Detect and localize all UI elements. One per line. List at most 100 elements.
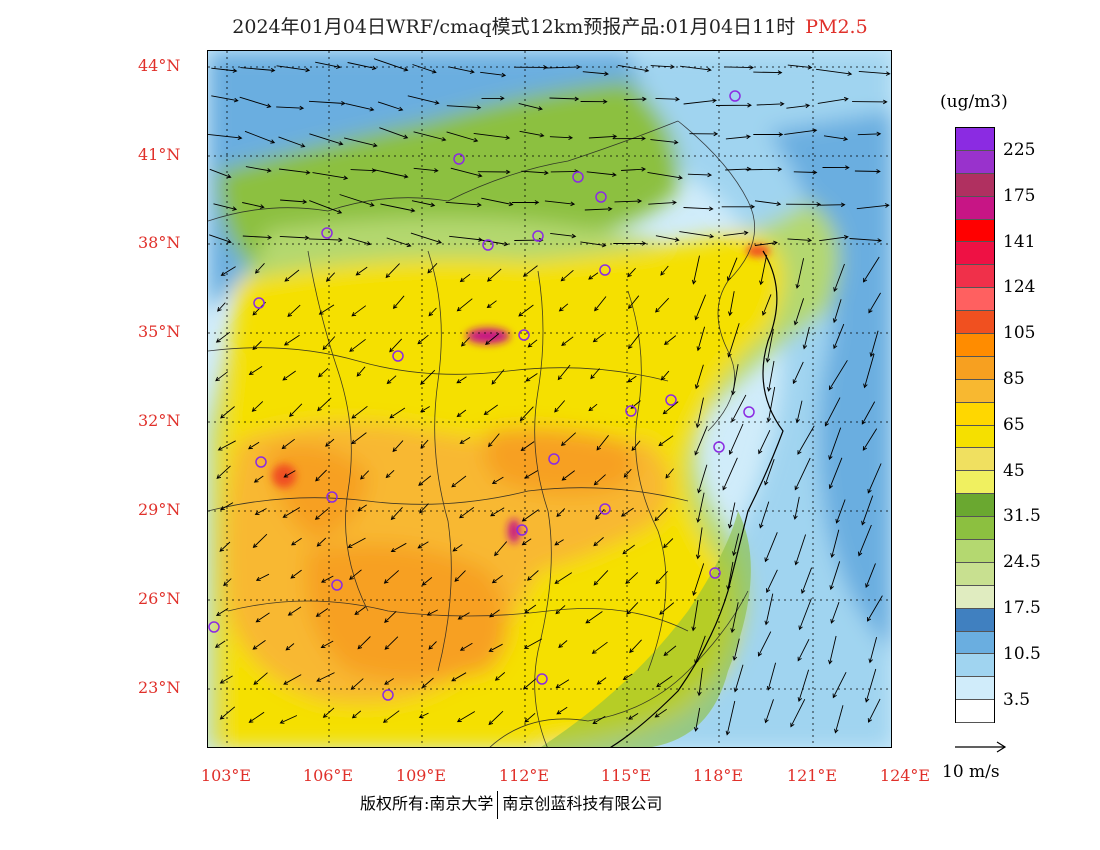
wind-arrow-icon (834, 705, 844, 734)
wind-arrow-icon (523, 638, 543, 649)
wind-arrow-icon (253, 672, 268, 685)
wind-arrow-icon (446, 105, 482, 110)
wind-arrow-icon (386, 237, 412, 248)
wind-arrow-icon (382, 710, 400, 723)
wind-arrow-icon (697, 464, 708, 494)
wind-arrow-icon (351, 710, 362, 719)
wind-arrow-icon (284, 269, 300, 282)
wind-arrow-icon (731, 394, 747, 423)
wind-arrow-icon (384, 636, 399, 650)
wind-arrow-icon (692, 563, 705, 597)
wind-arrow-icon (343, 137, 378, 148)
wind-arrow-icon (219, 541, 231, 552)
wind-arrow-icon (454, 570, 466, 582)
wind-arrow-icon (457, 612, 470, 620)
wind-arrow-icon (793, 298, 805, 326)
wind-arrow-icon (721, 204, 756, 209)
wind-arrow-icon (620, 507, 634, 517)
wind-arrow-icon (800, 567, 813, 594)
wind-arrow-icon (223, 578, 232, 587)
wind-arrow-icon (787, 237, 813, 243)
wind-arrow-icon (380, 203, 416, 213)
wind-arrow-icon (696, 492, 705, 523)
wind-arrow-icon (650, 64, 675, 70)
wind-arrow-icon (861, 401, 876, 425)
wind-arrow-icon (522, 678, 537, 690)
wind-arrow-icon (625, 572, 639, 585)
wind-arrow-icon (253, 475, 264, 483)
wind-arrow-icon (622, 673, 633, 681)
wind-arrow-icon (802, 326, 810, 350)
colorbar-swatch (956, 219, 994, 243)
colorbar-label: 10.5 (1003, 643, 1041, 664)
city-marker (625, 405, 637, 417)
lon-label: 118°E (692, 766, 744, 785)
wind-arrow-icon (828, 457, 843, 490)
wind-arrow-icon (347, 537, 366, 548)
wind-arrow-icon (315, 61, 341, 69)
wind-arrow-icon (522, 265, 538, 277)
wind-arrow-icon (732, 533, 740, 557)
wind-arrow-icon (460, 337, 470, 347)
wind-arrow-icon (255, 612, 270, 623)
wind-arrow-icon (560, 269, 574, 282)
wind-arrow-icon (418, 712, 429, 719)
colorbar-swatch (956, 196, 994, 220)
forecast-map[interactable] (207, 50, 892, 748)
wind-arrow-icon (481, 96, 505, 101)
wind-arrow-icon (219, 706, 236, 720)
wind-arrow-icon (384, 678, 394, 685)
wind-arrow-icon (560, 432, 577, 447)
wind-arrow-icon (373, 58, 409, 72)
colorbar-swatch (956, 402, 994, 426)
wind-arrow-icon (208, 133, 243, 141)
wind-arrow-icon (663, 335, 677, 345)
wind-arrow-icon (695, 397, 704, 429)
colorbar-label: 3.5 (1003, 689, 1031, 710)
wind-arrow-icon (626, 602, 639, 615)
wind-arrow-icon (628, 334, 640, 350)
wind-arrow-icon (627, 375, 637, 383)
wind-arrow-icon (372, 169, 409, 179)
wind-arrow-icon (723, 230, 749, 237)
wind-arrow-icon (554, 539, 564, 546)
colorbar-swatch (956, 677, 994, 701)
wind-arrow-icon (580, 99, 608, 104)
wind-arrow-icon (715, 102, 752, 108)
colorbar (955, 127, 995, 724)
wind-arrow-icon (728, 423, 744, 455)
wind-arrow-icon (745, 166, 783, 172)
wind-arrow-icon (309, 133, 344, 146)
wind-arrow-icon (254, 508, 267, 515)
wind-arrow-icon (282, 370, 296, 381)
wind-arrow-icon (726, 561, 734, 591)
wind-arrow-icon (489, 609, 500, 618)
wind-arrow-icon (863, 353, 875, 389)
wind-arrow-icon (727, 291, 735, 317)
wind-arrow-icon (849, 238, 883, 243)
wind-arrow-icon (220, 266, 236, 276)
wind-arrow-icon (549, 96, 580, 102)
wind-arrow-icon (384, 610, 397, 623)
wind-arrow-icon (451, 672, 467, 682)
map-title: 2024年01月04日WRF/cmaq模式12km预报产品:01月04日11时 P… (0, 12, 1100, 39)
wind-arrow-icon (390, 506, 403, 521)
wind-arrow-icon (488, 643, 503, 652)
wind-arrow-icon (758, 430, 771, 455)
wind-arrow-icon (868, 636, 878, 664)
wind-arrow-icon (554, 572, 573, 584)
wind-arrow-icon (244, 130, 276, 144)
wind-arrow-icon (816, 68, 853, 76)
wind-arrow-icon (287, 304, 301, 318)
wind-arrow-icon (828, 635, 837, 665)
wind-arrow-icon (524, 712, 536, 723)
reference-wind-label: 10 m/s (942, 762, 1000, 782)
wind-arrow-icon (312, 172, 349, 181)
wind-arrow-icon (289, 403, 303, 417)
wind-arrow-icon (278, 168, 311, 175)
colorbar-swatch (956, 585, 994, 609)
wind-arrow-icon (691, 599, 699, 632)
wind-arrow-icon (654, 507, 668, 522)
wind-arrow-icon (446, 131, 479, 143)
wind-arrow-icon (754, 240, 778, 246)
